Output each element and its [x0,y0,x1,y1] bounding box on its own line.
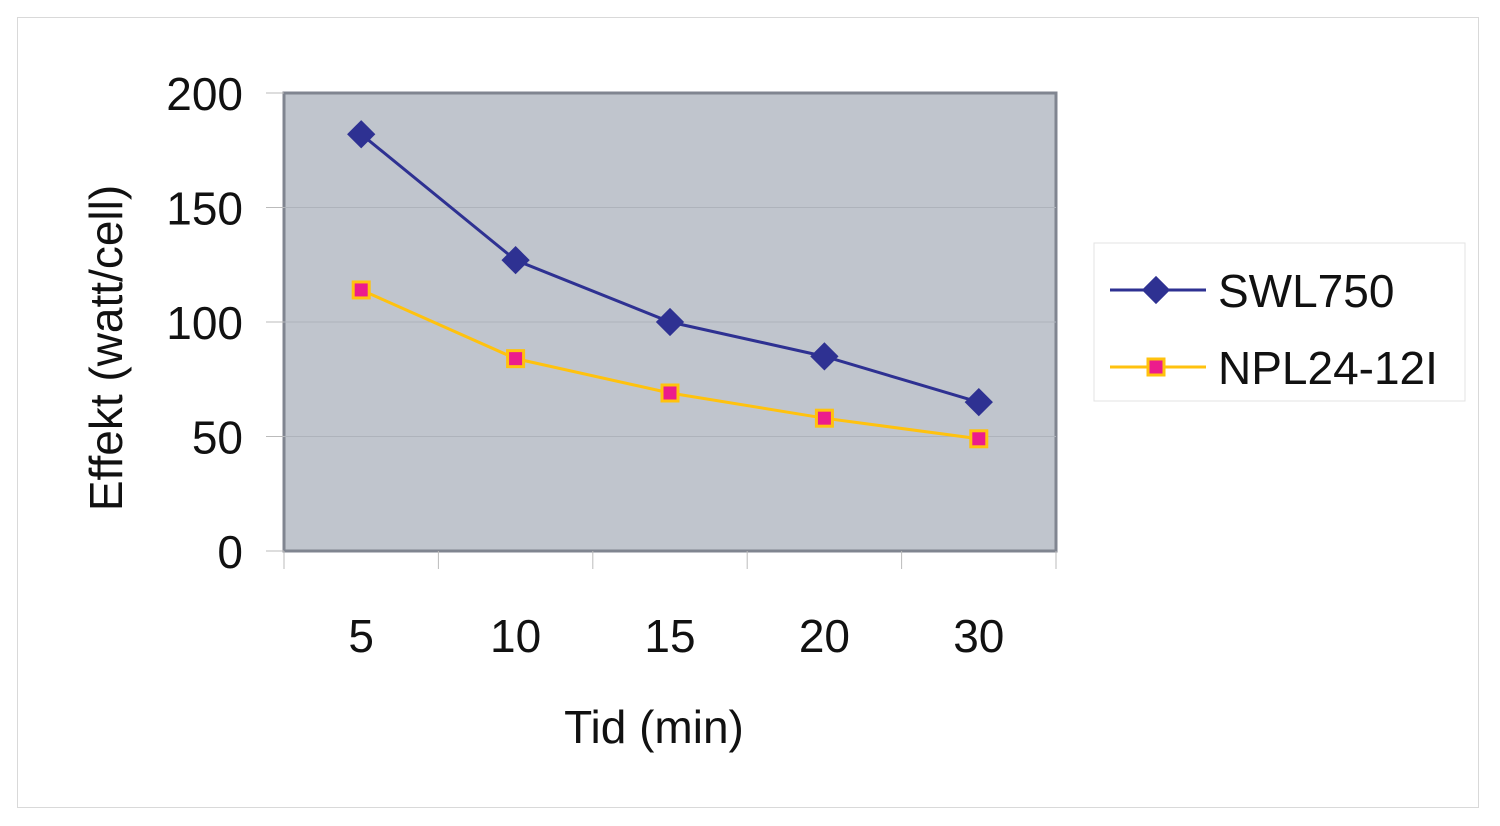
data-point-swl750 [655,307,685,337]
x-tick-label: 30 [953,610,1004,662]
legend: SWL750 NPL24-12I [1093,242,1466,402]
data-point-npl24-12i [506,349,526,369]
x-tick-label: 20 [799,610,850,662]
data-point-npl24-12i [969,429,989,449]
legend-label: SWL750 [1218,265,1394,317]
data-point-swl750 [964,388,993,417]
x-tick-label: 15 [644,610,695,662]
data-point-swl750 [810,342,839,371]
y-tick-label: 100 [166,297,243,349]
x-tick-label: 5 [348,610,374,662]
legend-label: NPL24-12I [1218,342,1438,394]
data-point-npl24-12i [814,408,834,428]
y-tick-label: 200 [166,68,243,120]
y-tick-label: 50 [192,412,243,464]
data-point-npl24-12i [660,383,680,403]
y-tick-label: 150 [166,183,243,235]
legend-marker [1141,275,1171,305]
y-axis-label: Effekt (watt/cell) [80,185,132,511]
y-tick-label: 0 [217,526,243,578]
x-axis-label: Tid (min) [564,701,744,753]
chart-frame [17,17,1479,808]
legend-marker [1146,357,1166,377]
data-point-npl24-12i [351,280,371,300]
x-tick-label: 10 [490,610,541,662]
